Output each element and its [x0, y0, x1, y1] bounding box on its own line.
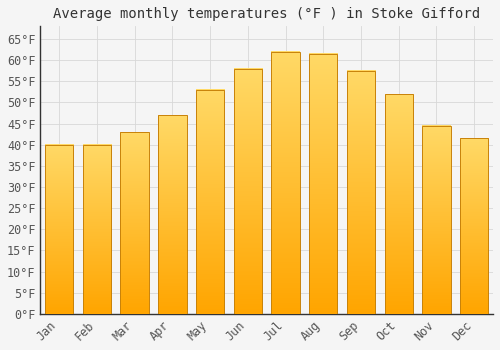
Bar	[384, 94, 413, 314]
Title: Average monthly temperatures (°F ) in Stoke Gifford: Average monthly temperatures (°F ) in St…	[53, 7, 480, 21]
Bar	[196, 90, 224, 314]
Bar	[460, 138, 488, 314]
Bar	[120, 132, 149, 314]
Bar	[158, 115, 186, 314]
Bar	[347, 71, 375, 314]
Bar	[422, 126, 450, 314]
Bar	[45, 145, 74, 314]
Bar	[83, 145, 111, 314]
Bar	[309, 54, 338, 314]
Bar	[272, 52, 299, 314]
Bar	[234, 69, 262, 314]
